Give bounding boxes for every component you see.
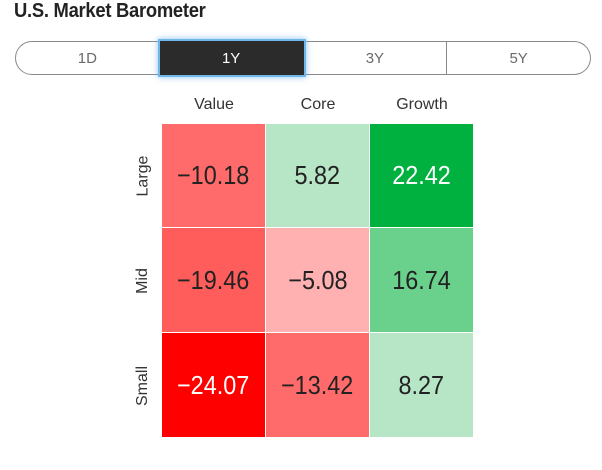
cell-value: −10.18 xyxy=(177,160,250,190)
cell-value: −19.46 xyxy=(177,264,250,295)
cell-mid-core: −5.08 xyxy=(266,228,370,333)
cell-large-value: −10.18 xyxy=(162,124,266,228)
cell-mid-growth: 16.74 xyxy=(370,228,474,333)
cell-large-core: 5.82 xyxy=(266,124,370,228)
cell-mid-value: −19.46 xyxy=(162,228,266,333)
cell-value: 16.74 xyxy=(392,264,451,295)
cell-large-growth: 22.42 xyxy=(370,124,474,228)
tab-5y[interactable]: 5Y xyxy=(447,41,591,75)
widget-title: U.S. Market Barometer xyxy=(14,0,206,22)
cell-value: −24.07 xyxy=(177,369,250,400)
column-header-core: Core xyxy=(300,96,336,113)
row-header-mid: Mid xyxy=(128,229,158,333)
tab-1d[interactable]: 1D xyxy=(15,41,160,75)
cell-value: −13.42 xyxy=(281,369,354,400)
row-header-small: Small xyxy=(128,334,158,438)
tab-3y[interactable]: 3Y xyxy=(303,41,448,75)
cell-small-growth: 8.27 xyxy=(370,333,474,438)
cell-small-value: −24.07 xyxy=(162,333,266,438)
column-header-growth: Growth xyxy=(396,96,448,113)
row-header-label: Small xyxy=(134,365,152,407)
period-tabs: 1D 1Y 3Y 5Y xyxy=(15,41,591,75)
tab-1y[interactable]: 1Y xyxy=(159,41,304,75)
column-headers: Value Core Growth xyxy=(162,96,474,114)
row-header-label: Large xyxy=(134,155,152,197)
cell-value: 8.27 xyxy=(398,369,445,400)
style-box-grid: −10.18 5.82 22.42 −19.46 −5.08 16.74 −24… xyxy=(162,124,474,438)
row-header-large: Large xyxy=(128,124,158,228)
cell-small-core: −13.42 xyxy=(266,333,370,438)
cell-value: 5.82 xyxy=(294,160,341,190)
cell-value: −5.08 xyxy=(287,264,348,295)
column-header-value: Value xyxy=(194,96,234,113)
cell-value: 22.42 xyxy=(392,160,451,190)
row-header-label: Mid xyxy=(134,268,151,294)
